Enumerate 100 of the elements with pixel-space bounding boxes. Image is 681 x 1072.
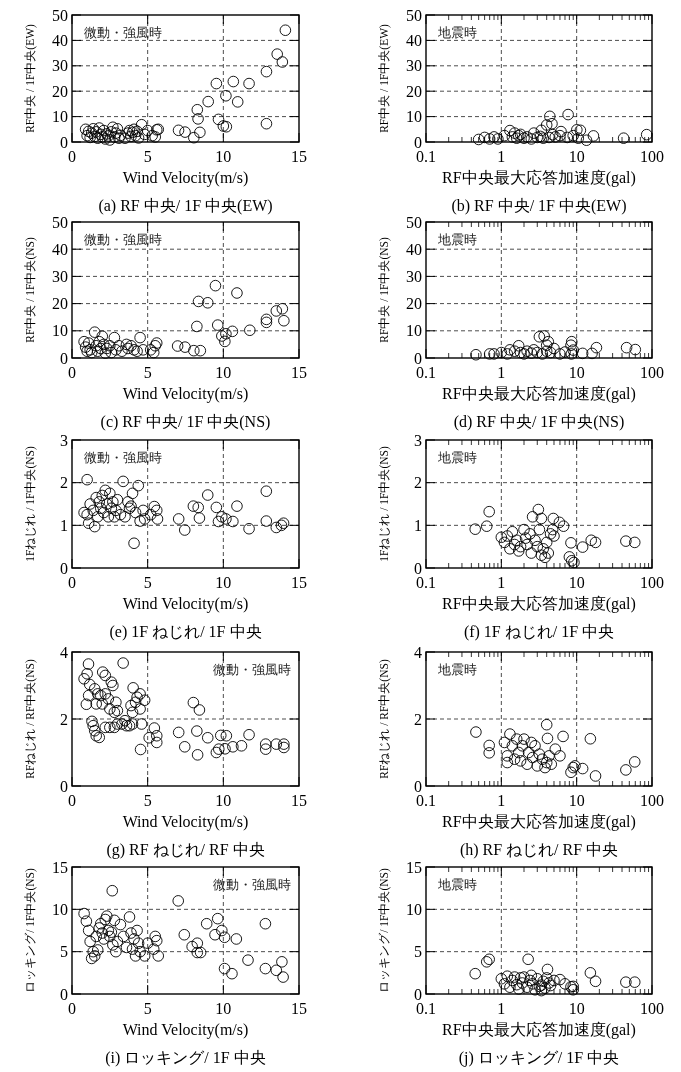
y-tick-label: 0 [414,777,422,795]
point [91,944,104,956]
y-tick-label: 40 [52,240,68,258]
point [242,954,254,966]
x-tick-label: 15 [291,148,307,165]
y-tick-label: 4 [414,643,422,661]
point [191,103,204,116]
x-tick-label: 100 [640,574,664,591]
point [209,928,221,941]
point [270,964,283,977]
x-axis-title: Wind Velocity(m/s) [122,169,249,187]
x-axis-title: RF中央最大応答加速度(gal) [442,169,636,187]
point [179,126,191,138]
y-tick-label: 30 [52,57,68,75]
point [278,314,290,327]
y-tick-label: 10 [52,322,68,340]
y-axis-title: RFねじれ / RF中央(NS) [24,659,37,779]
point [218,962,231,975]
y-tick-label: 0 [414,133,422,151]
point [119,511,131,523]
point [128,537,140,549]
point [191,937,204,949]
point [194,126,206,139]
y-tick-label: 30 [406,267,422,285]
annotation: 地震時 [437,877,477,892]
point [151,504,163,517]
x-tick-label: 0.1 [416,148,436,165]
point [108,131,121,143]
x-axis-title: RF中央最大応答加速度(gal) [442,385,636,403]
point [88,326,101,338]
point [270,305,283,317]
point [192,113,204,125]
x-tick-label: 15 [291,792,307,809]
point [114,508,127,521]
point [111,493,124,506]
text: (i) ロッキング/ 1F 中央 [105,1049,266,1067]
point [114,918,127,931]
point [84,935,96,948]
point [90,930,102,943]
y-tick-label: 5 [414,943,422,961]
y-tick-label: 5 [60,943,68,961]
point [152,950,165,962]
point [80,915,93,927]
y-tick-label: 2 [414,474,422,492]
y-tick-label: 4 [60,643,68,661]
point [95,917,107,930]
point [138,513,151,525]
x-tick-label: 15 [291,1000,307,1017]
point [210,77,223,90]
y-tick-label: 50 [52,6,68,24]
point [82,924,95,937]
point [276,956,288,968]
point [172,513,185,525]
point [231,500,243,512]
point [209,279,222,292]
point [200,917,213,930]
y-tick-label: 10 [406,900,422,918]
x-axis-title: Wind Velocity(m/s) [122,813,249,831]
point [227,75,240,88]
point [105,126,118,138]
x-tick-label: 1 [497,148,506,165]
point [107,496,119,508]
point [98,338,110,351]
annotation: 微動・強風時 [84,232,162,247]
point [96,927,109,939]
text: (d) RF 中央/ 1F 中央(NS) [453,413,625,431]
x-tick-label: 10 [568,364,585,381]
point [137,504,149,517]
x-tick-label: 0.1 [416,1000,436,1017]
point [216,330,228,342]
point [179,341,191,353]
point [105,346,118,359]
point [129,950,142,962]
x-tick-label: 10 [215,1000,232,1017]
point [212,113,225,126]
y-tick-label: 15 [406,858,422,876]
point [172,124,185,137]
y-tick-label: 3 [60,431,68,449]
annotation: 微動・強風時 [213,877,291,892]
point [147,943,160,955]
point [141,124,154,137]
point [129,506,142,519]
y-tick-label: 40 [406,31,422,49]
y-tick-label: 1 [414,516,422,534]
y-tick-label: 2 [414,710,422,728]
point [149,930,161,943]
x-tick-label: 5 [143,148,152,165]
x-tick-label: 10 [215,574,232,591]
x-tick-label: 0.1 [416,364,436,381]
point [123,911,136,923]
annotation: 微動・強風時 [84,450,162,465]
point [105,502,118,515]
point [171,340,184,352]
x-tick-label: 10 [215,364,232,381]
point [93,335,105,348]
annotation: 地震時 [437,232,477,247]
annotation: 地震時 [437,662,477,677]
point [231,287,243,299]
point [116,345,128,357]
point [279,24,292,36]
